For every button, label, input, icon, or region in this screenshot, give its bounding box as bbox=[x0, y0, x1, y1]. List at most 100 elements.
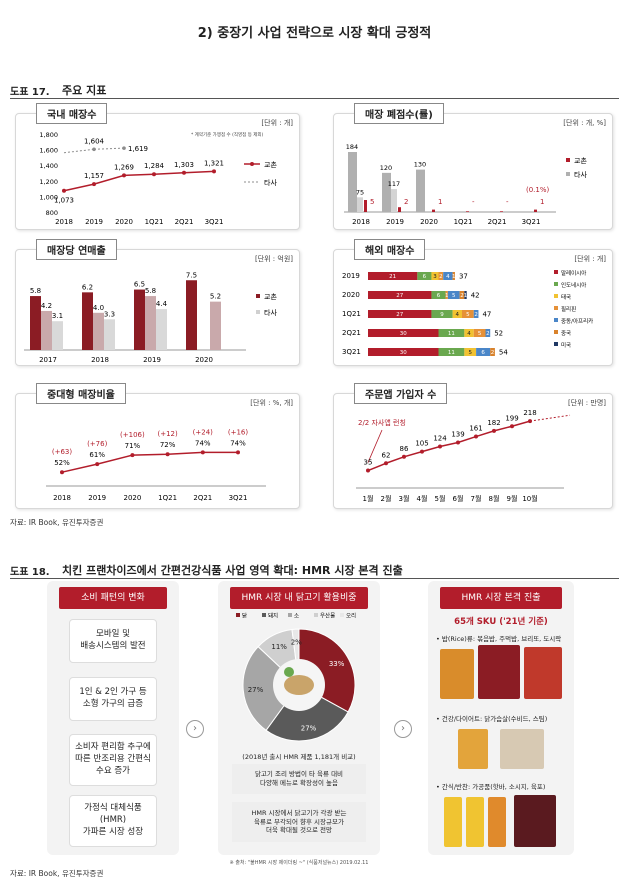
x-tick-label: 3월 bbox=[399, 494, 410, 503]
figure-18-source: 자료: IR Book, 유진투자증권 bbox=[10, 869, 104, 878]
data-label: 6.2 bbox=[82, 283, 93, 291]
unit-label: [단위 : 개, %] bbox=[563, 119, 606, 127]
legend-swatch bbox=[554, 294, 558, 298]
series-line-kyochon bbox=[63, 170, 215, 192]
bar-segment bbox=[485, 329, 491, 337]
figure-18-title: 치킨 프랜차이즈에서 간편건강식품 사업 영역 확대: HMR 시장 본격 진출 bbox=[62, 564, 403, 577]
legend-swatch bbox=[256, 310, 260, 314]
data-label: 1 bbox=[445, 293, 449, 299]
product-image bbox=[444, 797, 462, 847]
bar-segment bbox=[431, 291, 446, 299]
data-point bbox=[420, 449, 424, 454]
legend-swatch bbox=[236, 613, 240, 617]
legend-swatch bbox=[314, 613, 318, 617]
y-tick-label: 2020 bbox=[342, 291, 360, 299]
legend-swatch bbox=[566, 172, 570, 176]
legend-label: 교촌 bbox=[264, 292, 277, 301]
x-tick-label: 1Q21 bbox=[454, 218, 473, 226]
market-outlook-note: HMR 시장에서 닭고기가 각광 받는 육류로 부각되어 향후 시장규모가 더욱… bbox=[232, 802, 366, 842]
data-point bbox=[130, 453, 135, 458]
legend-swatch bbox=[554, 306, 558, 310]
data-label: 6 bbox=[481, 350, 485, 356]
data-label: 5 bbox=[468, 350, 472, 356]
total-label: 52 bbox=[494, 330, 503, 338]
x-tick-label: 2020 bbox=[115, 218, 133, 226]
bar-segment bbox=[438, 329, 465, 337]
bar-others bbox=[348, 152, 357, 212]
trend-card: 모바일 및 배송시스템의 발전 bbox=[69, 619, 157, 663]
x-tick-label: 2020 bbox=[420, 218, 438, 226]
bar-others bbox=[382, 172, 391, 212]
data-label: 21 bbox=[389, 274, 396, 280]
x-tick-label: 1Q21 bbox=[158, 494, 177, 502]
series-line bbox=[61, 451, 238, 473]
legend-swatch bbox=[554, 318, 558, 322]
data-label: 27 bbox=[396, 293, 403, 299]
y-tick-label: 1,800 bbox=[39, 131, 58, 139]
panel-overseas-stores: 해외 매장수 [단위 : 개] 2019 21 6 3 2 4 1 37 2020 27 6 1 5 2 1… bbox=[333, 239, 613, 366]
x-tick-label: 2월 bbox=[381, 494, 392, 503]
bar-1 bbox=[93, 312, 104, 350]
legend-label: 오리 bbox=[346, 612, 356, 620]
bar-0 bbox=[186, 280, 197, 350]
hmr-meat-share-pie: 닭 돼지 소 우산물 오리 33% 27% 27% 11% 2% bbox=[236, 612, 356, 742]
increment-label: (+76) bbox=[87, 440, 108, 448]
series-line bbox=[367, 420, 531, 472]
bar-segment bbox=[459, 291, 465, 299]
y-tick-label: 1,200 bbox=[39, 178, 58, 186]
data-point bbox=[528, 419, 532, 424]
bar-segment bbox=[464, 329, 474, 337]
x-tick-label: 1Q21 bbox=[145, 218, 164, 226]
panel-domestic-stores: 국내 매장수 [단위 : 개] * 계약기준 가맹점 수 (직영점 등 제외) … bbox=[15, 103, 300, 230]
consumption-pattern-column: 소비 패턴의 변화 모바일 및 배송시스템의 발전 1인 & 2인 가구 등 소… bbox=[47, 581, 179, 855]
x-tick-label: 8월 bbox=[489, 494, 500, 503]
data-label: 3 bbox=[433, 274, 437, 280]
x-tick-label: 2Q21 bbox=[175, 218, 194, 226]
total-label: 42 bbox=[471, 292, 480, 300]
x-tick-label: 2019 bbox=[386, 218, 404, 226]
x-tick-label: 2019 bbox=[88, 494, 106, 502]
bar-0 bbox=[30, 296, 41, 350]
data-label: 3.3 bbox=[104, 310, 115, 318]
data-label: 6 bbox=[437, 293, 441, 299]
chart-sales-per-store: 20175.84.23.120186.24.03.320196.55.84.42… bbox=[24, 271, 277, 364]
bar-2 bbox=[104, 319, 115, 350]
data-label: 7.5 bbox=[186, 271, 197, 279]
data-label: 4.2 bbox=[41, 302, 52, 310]
data-label: 11 bbox=[448, 331, 455, 337]
bar-segment bbox=[443, 272, 453, 280]
figure-17-title: 주요 지표 bbox=[62, 84, 107, 97]
bar-segment bbox=[445, 291, 448, 299]
chart-store-closures: 2018 184 75 5 2019 120 117 2 2020 130 1 1Q21 - 2Q21 - 3… bbox=[344, 143, 587, 226]
trend-extension bbox=[529, 414, 571, 422]
x-tick-label: 7월 bbox=[471, 494, 482, 503]
bar-segment bbox=[368, 272, 418, 280]
y-tick-label: 2019 bbox=[342, 272, 360, 280]
bar-segment bbox=[464, 291, 467, 299]
bar-segment bbox=[476, 348, 491, 356]
data-label: 30 bbox=[400, 331, 407, 337]
bar-0 bbox=[82, 292, 93, 350]
chart-note: * 계약기준 가맹점 수 (직영점 등 제외) bbox=[191, 133, 264, 138]
data-label: 74% bbox=[230, 439, 246, 447]
product-image bbox=[500, 729, 544, 769]
y-tick-label: 1,600 bbox=[39, 147, 58, 155]
data-label: 35 bbox=[364, 459, 373, 467]
chicken-share-column: HMR 시장 내 닭고기 활용비중 닭 돼지 소 우산물 오리 33% 27% 27% 11% 2… bbox=[218, 581, 380, 855]
data-label: 5.2 bbox=[210, 293, 221, 301]
data-label: 124 bbox=[433, 435, 447, 443]
bar-2 bbox=[156, 309, 167, 350]
unit-label: [단위 : 만명] bbox=[567, 399, 606, 407]
bar-segment bbox=[368, 310, 432, 318]
data-label: 6.5 bbox=[134, 281, 145, 289]
legend-label: 소 bbox=[294, 613, 299, 620]
x-tick-label: 2018 bbox=[55, 218, 73, 226]
data-point bbox=[510, 424, 514, 429]
pie-label: 33% bbox=[329, 660, 345, 668]
x-tick-label: 2018 bbox=[352, 218, 370, 226]
data-label: 120 bbox=[380, 164, 392, 172]
x-tick-label: 2019 bbox=[85, 218, 103, 226]
x-tick-label: 6월 bbox=[453, 494, 464, 503]
bar-2 bbox=[52, 321, 63, 350]
data-label: 4.0 bbox=[93, 304, 104, 312]
